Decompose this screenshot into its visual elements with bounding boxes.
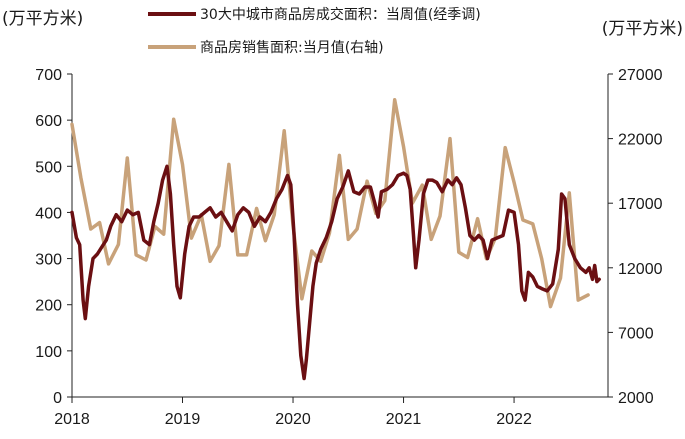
y-right-tick-label: 17000 (618, 196, 663, 213)
x-tick-label: 2021 (386, 411, 422, 428)
y-left-tick-label: 200 (35, 298, 62, 315)
legend-label-monthly: 商品房销售面积:当月值(右轴) (200, 40, 384, 56)
x-tick-label: 2020 (275, 411, 311, 428)
y-right-tick-label: 7000 (618, 325, 654, 342)
legend: 30大中城市商品房成交面积：当周值(经季调) 商品房销售面积:当月值(右轴) (148, 6, 481, 56)
y-right-tick-label: 27000 (618, 67, 663, 84)
plot-area: 0 100 200 300 400 500 600 700 2000 7000 12000 17000… (35, 67, 662, 428)
x-tick-label: 2022 (496, 411, 532, 428)
y-right-tick-label: 12000 (618, 261, 663, 278)
y-left-tick-label: 600 (35, 113, 62, 130)
x-tick-label: 2018 (54, 411, 90, 428)
axes: 0 100 200 300 400 500 600 700 2000 7000 12000 17000… (35, 67, 662, 428)
y-left-tick-label: 500 (35, 159, 62, 176)
series-layer (70, 98, 601, 381)
y-left-tick-label: 400 (35, 205, 62, 222)
y-left-unit-label: (万平方米) (2, 9, 83, 29)
series-line-monthly (70, 98, 590, 309)
series-line-weekly (70, 164, 601, 381)
y-left-tick-label: 100 (35, 344, 62, 361)
y-right-tick-label: 22000 (618, 132, 663, 149)
y-right-tick-label: 2000 (618, 390, 654, 407)
y-left-tick-label: 0 (53, 390, 62, 407)
y-right-unit-label: (万平方米) (602, 19, 683, 39)
y-left-tick-label: 300 (35, 252, 62, 269)
legend-label-weekly: 30大中城市商品房成交面积：当周值(经季调) (200, 6, 481, 23)
y-left-tick-label: 700 (35, 67, 62, 84)
x-tick-label: 2019 (165, 411, 201, 428)
